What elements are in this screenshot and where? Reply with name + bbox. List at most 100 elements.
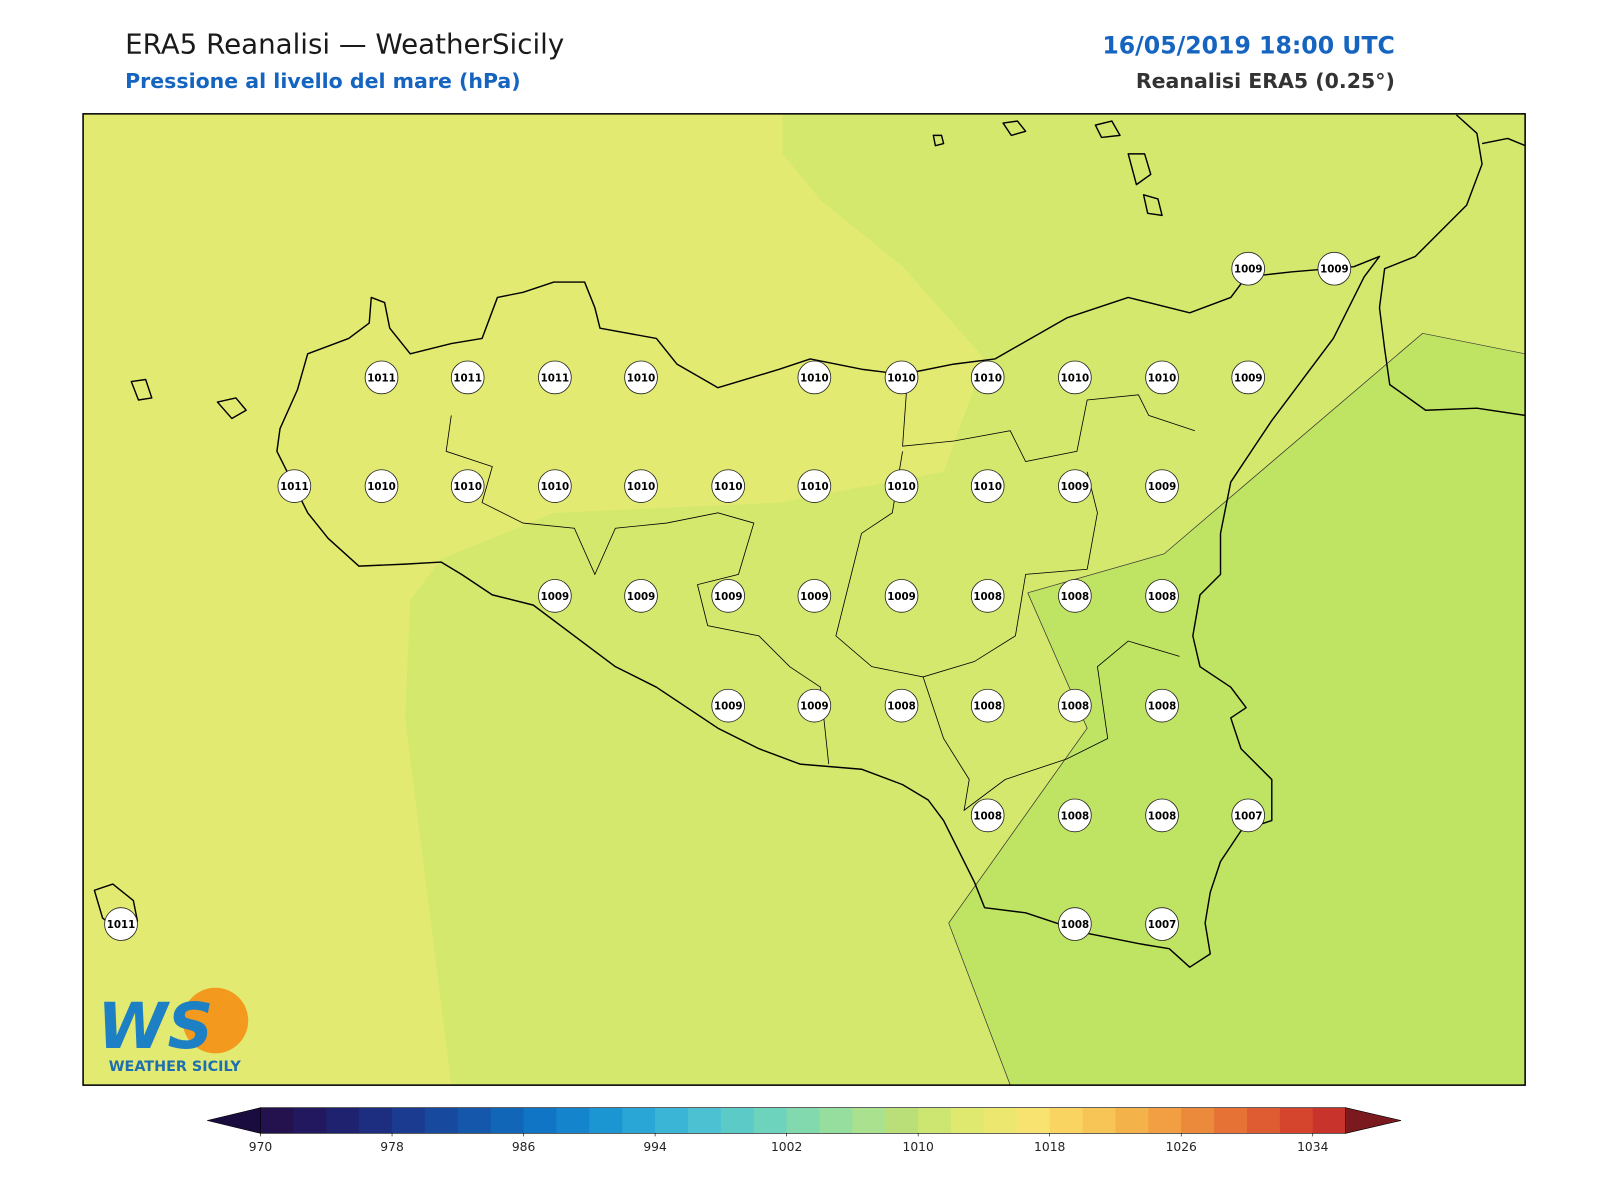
map-frame (82, 113, 1526, 1086)
colorbar-tick-label: 1010 (903, 1140, 934, 1154)
station-value: 1008 (1061, 810, 1090, 822)
station-marker (970, 469, 1005, 503)
station-marker (1058, 688, 1092, 723)
station-value: 1011 (367, 372, 396, 384)
station-value: 1009 (627, 591, 656, 603)
colorbar-cell (359, 1107, 393, 1134)
logo-sun (182, 987, 249, 1054)
colorbar-cell (852, 1107, 886, 1134)
map-area (82, 113, 1526, 1086)
station-marker (970, 579, 1005, 613)
logo-mark: WS (97, 989, 213, 1063)
station-value: 1009 (800, 591, 829, 603)
station-value: 1010 (800, 372, 829, 384)
station-marker (538, 360, 572, 395)
source: Reanalisi ERA5 (0.25°) (1136, 69, 1395, 93)
colorbar-cell (1016, 1107, 1051, 1134)
station-value: 1009 (1320, 264, 1349, 276)
station-value: 1010 (973, 372, 1002, 384)
logo: WS WEATHER SICILY (97, 987, 249, 1075)
station-value: 1010 (1148, 372, 1177, 384)
colorbar-cell (523, 1107, 557, 1134)
colorbar-cell (951, 1107, 985, 1134)
coastline (276, 255, 1381, 968)
colorbar-cell (687, 1107, 722, 1134)
province-border (902, 374, 1196, 463)
station-value: 1011 (453, 372, 482, 384)
station-marker (364, 360, 399, 395)
province-border (922, 640, 1180, 812)
station-marker (450, 469, 485, 503)
station-value: 1010 (1061, 372, 1090, 384)
logo-name: WEATHER SICILY (109, 1059, 242, 1075)
station-marker (1231, 360, 1266, 395)
pressure-band (405, 114, 1526, 1086)
station-marker (884, 469, 919, 503)
station-marker (1145, 360, 1179, 395)
station-value: 1009 (714, 701, 743, 713)
station-value: 1010 (367, 481, 396, 493)
isobar (1027, 332, 1526, 594)
station-marker (1231, 251, 1266, 286)
station-marker (1058, 907, 1092, 941)
station-value: 1009 (1061, 481, 1090, 493)
station-marker (1231, 798, 1266, 833)
station-marker (1145, 579, 1179, 613)
station-value: 1009 (714, 591, 743, 603)
station-marker (538, 579, 572, 613)
station-value: 1009 (887, 591, 916, 603)
colorbar-cell (1279, 1107, 1314, 1134)
station-value: 1011 (541, 372, 570, 384)
station-value: 1008 (1148, 810, 1177, 822)
colorbar-cell (753, 1107, 788, 1134)
colorbar-tick-label: 978 (380, 1140, 403, 1154)
station-value: 1008 (887, 701, 916, 713)
station-value: 1009 (1234, 372, 1263, 384)
station-value: 1010 (887, 372, 916, 384)
colorbar-tick-label: 994 (643, 1140, 667, 1154)
station-marker (1145, 469, 1179, 503)
station-value: 1009 (1234, 264, 1263, 276)
station-marker (711, 688, 746, 723)
colorbar-frame (260, 1107, 1346, 1134)
colorbar-tick-label: 970 (249, 1140, 272, 1154)
colorbar-cell (490, 1107, 525, 1134)
station-marker (1058, 798, 1092, 833)
colorbar-cell (293, 1107, 327, 1134)
pressure-band (948, 333, 1526, 1086)
title: ERA5 Reanalisi — WeatherSicily (125, 27, 564, 60)
colorbar-cell (326, 1107, 360, 1134)
colorbar-cell (1115, 1107, 1149, 1134)
colorbar-cell (918, 1107, 952, 1134)
colorbar-cell (260, 1107, 294, 1134)
stations: 1009 1009 1011 1011 1011 1010 1010 1010 1010 1010… (104, 251, 1352, 941)
colorbar-tick-label: 986 (512, 1140, 536, 1154)
station-marker (538, 469, 572, 503)
colorbar-cell (983, 1107, 1018, 1134)
station-value: 1010 (714, 481, 743, 493)
station-value: 1010 (627, 481, 656, 493)
station-marker (884, 688, 919, 723)
colorbar-cell (1214, 1107, 1248, 1134)
station-marker (364, 469, 399, 503)
station-marker (797, 688, 832, 723)
colorbar-cell (786, 1107, 821, 1134)
colorbar-cell (1312, 1107, 1347, 1134)
station-value: 1008 (973, 701, 1002, 713)
colorbar-cell (457, 1107, 492, 1134)
station-marker (624, 579, 658, 613)
station-marker (711, 579, 746, 613)
station-marker (970, 798, 1005, 833)
station-value: 1010 (627, 372, 656, 384)
colorbar-cell (424, 1107, 459, 1134)
station-value: 1008 (1148, 701, 1177, 713)
station-marker (970, 360, 1005, 395)
colorbar-cell (885, 1107, 919, 1134)
colorbar-tick-label: 1018 (1034, 1140, 1065, 1154)
station-value: 1007 (1234, 810, 1263, 822)
station-value: 1009 (800, 701, 829, 713)
station-marker (797, 360, 832, 395)
colorbar-extend-max (1345, 1107, 1402, 1134)
colorbar-cell (1181, 1107, 1215, 1134)
